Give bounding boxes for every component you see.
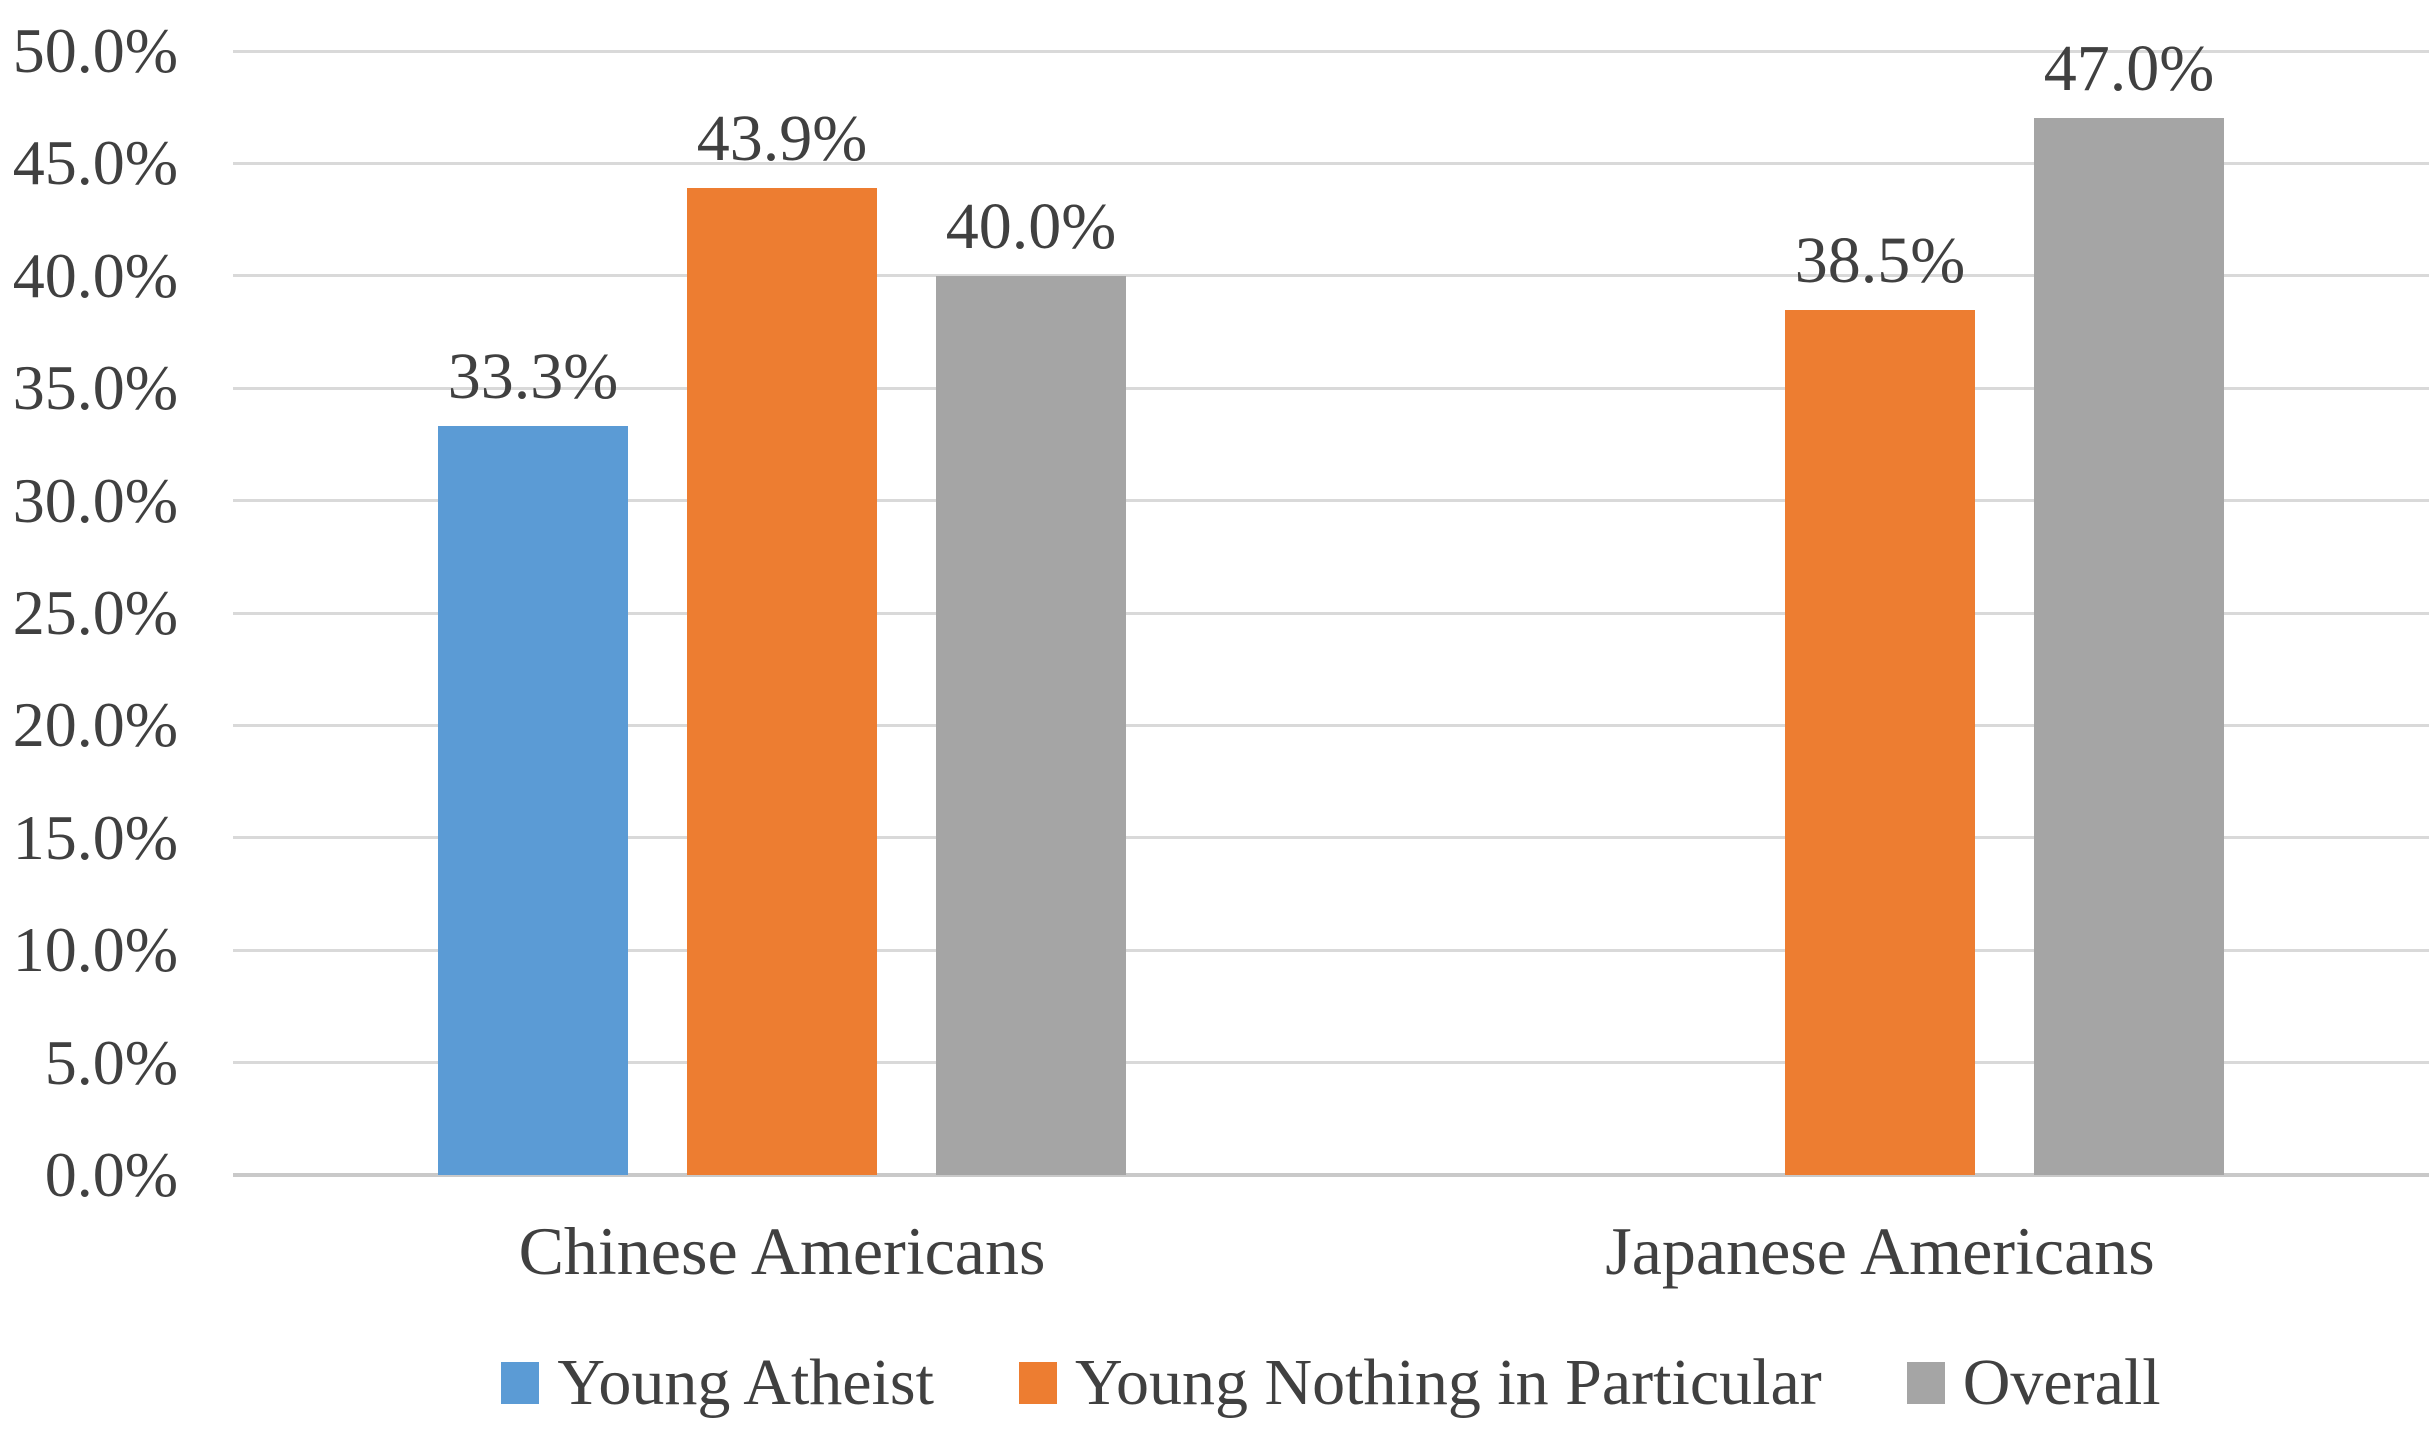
y-axis-tick-label: 25.0% [12, 577, 178, 648]
gridline [233, 49, 2429, 53]
bar-value-label: 33.3% [447, 340, 619, 414]
y-axis-tick-label: 35.0% [12, 352, 178, 424]
bar-overall [936, 275, 1126, 1175]
gridline [233, 723, 2429, 727]
legend-swatch-icon [1906, 1362, 1945, 1404]
gridline [233, 611, 2429, 615]
y-axis-tick-label: 5.0% [44, 1026, 178, 1098]
y-axis-tick-label: 45.0% [12, 127, 178, 199]
gridline [233, 836, 2429, 840]
y-axis-tick-label: 50.0% [12, 15, 178, 86]
x-axis-line [233, 1173, 2429, 1177]
y-axis-tick-label: 10.0% [12, 914, 178, 986]
bar-young-nothing-in-particular [1785, 309, 1975, 1175]
y-axis-tick-label: 15.0% [12, 801, 178, 873]
y-axis-tick-label: 30.0% [12, 464, 178, 536]
gridline [233, 386, 2429, 390]
legend: Young Atheist Young Nothing in Particular… [233, 1348, 2429, 1418]
bar-value-label: 43.9% [696, 102, 868, 176]
gridline [233, 948, 2429, 952]
bar-value-label: 47.0% [2043, 32, 2215, 106]
legend-label: Young Atheist [557, 1346, 934, 1419]
gridline [233, 499, 2429, 503]
gridline [233, 1061, 2429, 1065]
legend-label: Young Nothing in Particular [1074, 1346, 1822, 1419]
bar-value-label: 40.0% [945, 189, 1117, 263]
y-axis-tick-label: 20.0% [12, 689, 178, 761]
bar-overall [2034, 118, 2224, 1175]
legend-item-young-nothing-in-particular: Young Nothing in Particular [1018, 1346, 1822, 1419]
bar-young-atheist [438, 426, 628, 1175]
x-axis-category-label: Chinese Americans [518, 1213, 1046, 1289]
legend-item-overall: Overall [1906, 1346, 2161, 1419]
legend-label: Overall [1962, 1346, 2161, 1419]
legend-item-young-atheist: Young Atheist [501, 1348, 934, 1418]
legend-swatch-icon [501, 1362, 540, 1404]
gridline [233, 161, 2429, 165]
bar-young-nothing-in-particular [687, 188, 877, 1175]
y-axis-tick-label: 40.0% [12, 239, 178, 311]
y-axis-tick-label: 0.0% [44, 1139, 178, 1210]
bar-value-label: 38.5% [1794, 223, 1966, 297]
gridline [233, 274, 2429, 278]
legend-swatch-icon [1018, 1362, 1057, 1404]
x-axis-category-label: Japanese Americans [1605, 1213, 2155, 1289]
